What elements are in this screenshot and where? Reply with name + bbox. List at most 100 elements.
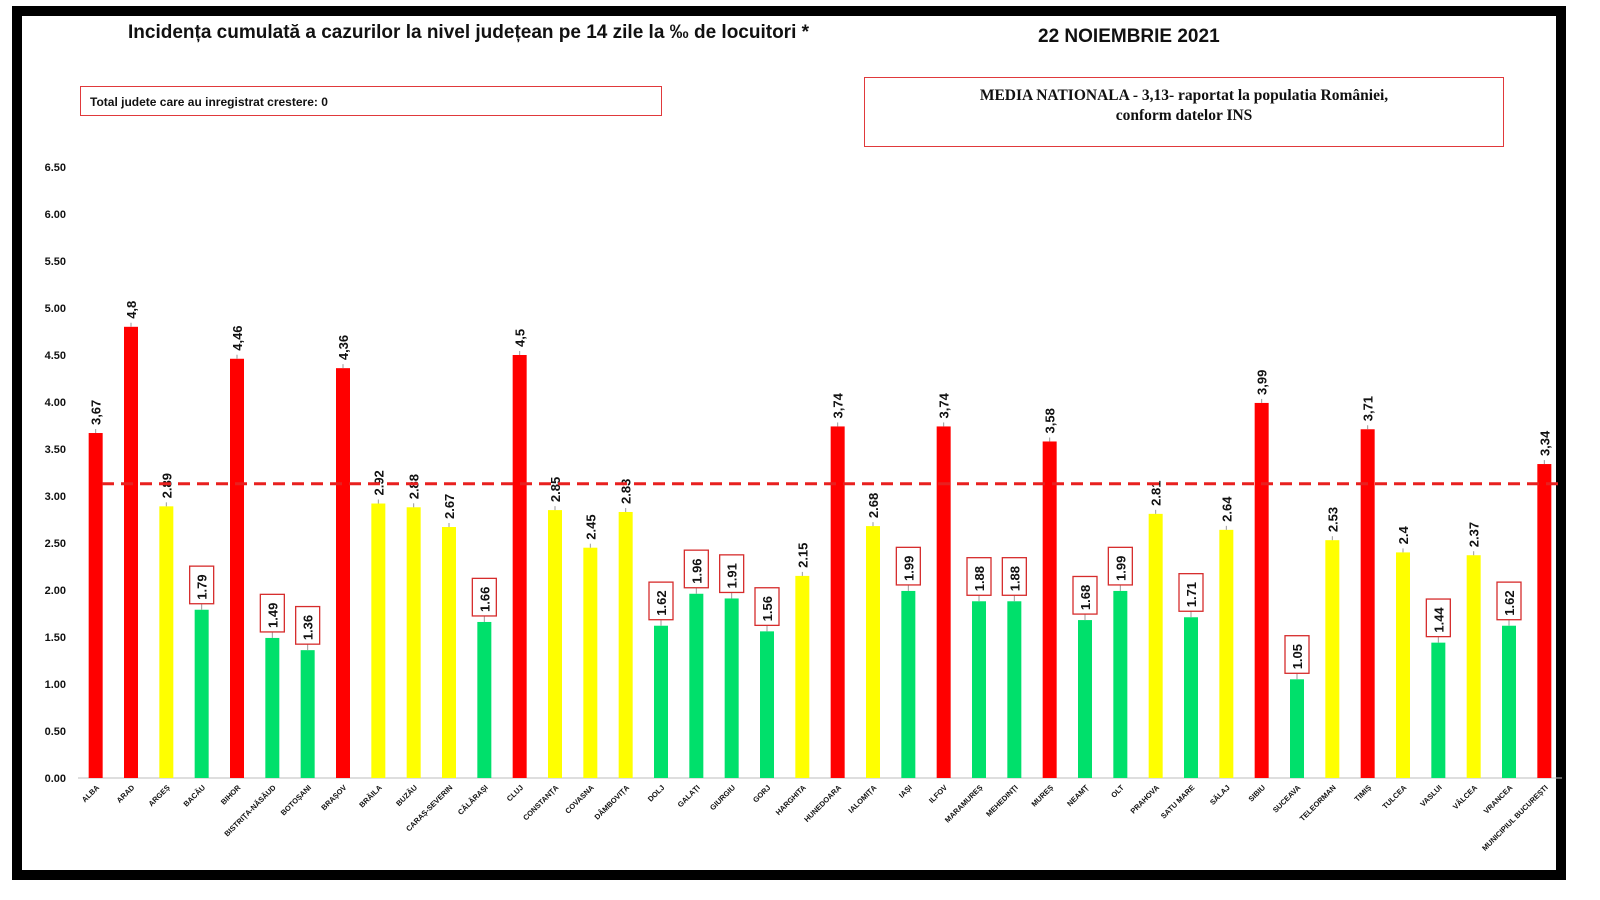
bar-value-label: 4,46 (230, 325, 245, 350)
x-tick-label: SIBIU (1247, 783, 1268, 804)
bar-value-label: 4,8 (124, 301, 139, 319)
y-tick-label: 2.00 (45, 585, 66, 597)
y-tick-label: 3.00 (45, 491, 66, 503)
bar-value-label: 1.68 (1078, 585, 1093, 610)
value-label-box (189, 565, 215, 605)
x-tick-label: BRAȘOV (319, 783, 348, 812)
bar (830, 426, 845, 778)
bar (194, 609, 209, 778)
bar-value-label: 1.62 (1502, 590, 1517, 615)
bar (265, 637, 280, 778)
y-tick-label: 0.00 (45, 773, 66, 785)
bar (795, 575, 810, 778)
national-average-line1: MEDIA NATIONALA - 3,13- raportat la popu… (979, 87, 1389, 104)
x-tick-label: BIHOR (219, 783, 243, 807)
bar (760, 631, 774, 778)
y-tick-label: 0.50 (45, 726, 66, 738)
x-tick-label: BRĂILA (357, 783, 384, 810)
bar-value-label: 1.62 (654, 590, 669, 615)
x-tick-label: BUZĂU (394, 783, 419, 808)
value-label-box (754, 587, 780, 627)
value-label-box (683, 549, 709, 589)
bar-value-label: 3,74 (831, 392, 846, 418)
y-tick-label: 5.50 (45, 256, 66, 268)
x-tick-label: CĂLĂRAȘI (456, 783, 490, 817)
bar (618, 511, 633, 778)
y-tick-label: 2.50 (45, 538, 66, 550)
bar-value-label: 2.81 (1149, 481, 1164, 506)
bar (548, 510, 562, 778)
x-tick-label: HUNEDOARA (802, 783, 843, 824)
value-label-box (895, 546, 921, 586)
x-tick-label: IALOMIȚA (846, 783, 878, 815)
bar (1148, 513, 1163, 778)
value-label-box (1072, 575, 1098, 615)
x-tick-label: IAȘI (897, 783, 914, 800)
bar-value-label: 1.99 (901, 556, 916, 581)
bar-value-label: 2.67 (442, 494, 457, 519)
x-tick-label: TULCEA (1381, 783, 1409, 811)
bar (336, 368, 350, 778)
bar-value-label: 1.88 (1007, 566, 1022, 591)
national-average-note: MEDIA NATIONALA - 3,13- raportat la popu… (864, 77, 1504, 147)
x-tick-label: TIMIȘ (1353, 783, 1374, 804)
bar (972, 601, 986, 778)
bar-value-label: 2.15 (795, 543, 810, 568)
bar-value-label: 1.44 (1431, 607, 1446, 633)
bar-value-label: 1.71 (1184, 582, 1199, 607)
bar (654, 625, 668, 778)
x-tick-label: MUREȘ (1030, 783, 1056, 809)
x-tick-label: MARAMUREȘ (943, 783, 984, 824)
bar (583, 547, 598, 778)
bar (936, 426, 951, 778)
value-label-box (471, 577, 497, 617)
x-tick-label: BOTOȘANI (279, 783, 313, 817)
bar-value-label: 3,34 (1537, 430, 1552, 456)
x-tick-label: MEHEDINȚI (984, 783, 1020, 819)
x-tick-label: COVASNA (563, 783, 596, 816)
x-tick-label: TELEORMAN (1298, 783, 1338, 823)
y-tick-label: 4.00 (45, 397, 66, 409)
bar (406, 507, 421, 778)
bar-value-label: 2.68 (866, 493, 881, 518)
bar (724, 598, 739, 778)
bar-value-label: 3,58 (1043, 408, 1058, 433)
x-tick-label: ALBA (80, 783, 102, 805)
bar (901, 590, 916, 778)
x-tick-label: PRAHOVA (1129, 783, 1162, 816)
x-tick-label: BACĂU (182, 783, 208, 809)
x-tick-label: CLUJ (505, 783, 525, 803)
bar (1466, 555, 1481, 778)
bar-value-label: 2.4 (1396, 526, 1411, 545)
x-tick-label: DÂMBOVIȚA (593, 783, 632, 822)
bar (1113, 590, 1128, 778)
value-label-box (259, 593, 285, 633)
bar (1502, 625, 1516, 778)
x-tick-label: OLT (1109, 783, 1126, 800)
bar-value-label: 3,74 (937, 392, 952, 418)
value-label-box (1001, 557, 1027, 596)
x-tick-label: DOLJ (646, 783, 667, 804)
x-tick-label: VÂLCEA (1451, 783, 1480, 812)
x-tick-label: GIURGIU (708, 783, 737, 812)
bar-value-label: 4,5 (513, 329, 528, 347)
bar (866, 526, 880, 778)
x-tick-label: GALAȚI (676, 783, 702, 809)
bar (1078, 620, 1092, 778)
value-label-box (295, 605, 321, 645)
x-tick-label: SUCEAVA (1271, 783, 1303, 815)
bar (477, 621, 492, 778)
bar (230, 358, 244, 778)
x-tick-label: CONSTANȚA (521, 783, 561, 823)
bar-value-label: 1.99 (1113, 556, 1128, 581)
bar (1254, 402, 1269, 778)
bar-value-label: 1.56 (760, 596, 775, 621)
x-tick-label: ARGEȘ (147, 783, 172, 808)
value-label-box (966, 557, 992, 596)
bar-value-label: 3,99 (1255, 370, 1270, 395)
value-label-box (1425, 598, 1451, 638)
bar-value-label: 2.64 (1219, 496, 1234, 522)
bar (1007, 601, 1022, 778)
bar (1184, 617, 1198, 778)
bar (1431, 642, 1446, 778)
